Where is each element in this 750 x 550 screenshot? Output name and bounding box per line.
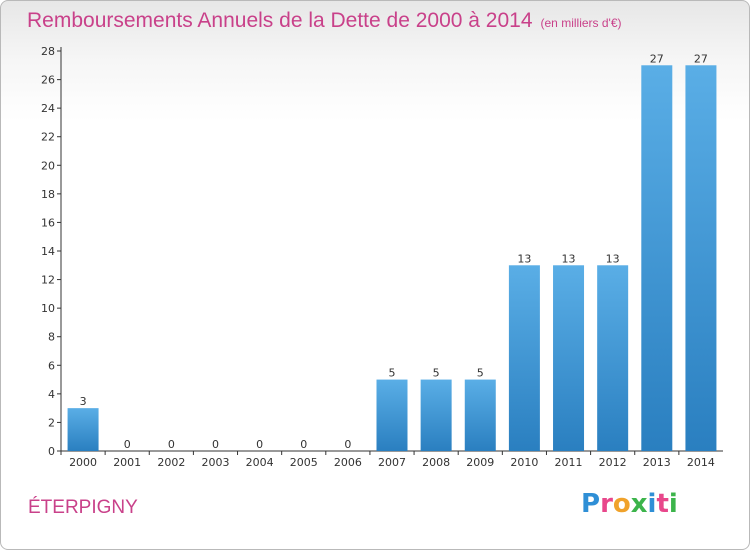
bar (685, 65, 717, 452)
y-tick-label: 28 (41, 45, 55, 58)
bar (420, 379, 452, 451)
logo-letter: P (581, 489, 601, 519)
x-tick-label: 2012 (599, 456, 627, 469)
bar (376, 379, 408, 451)
x-tick-label: 2009 (466, 456, 494, 469)
bar (464, 379, 496, 451)
data-label: 13 (517, 252, 531, 265)
y-tick-label: 10 (41, 302, 55, 315)
x-tick-label: 2008 (422, 456, 450, 469)
x-tick-label: 2003 (201, 456, 229, 469)
bar (508, 265, 540, 451)
y-tick-label: 22 (41, 131, 55, 144)
data-label: 0 (212, 438, 219, 451)
logo-letter: i (647, 489, 657, 519)
bar (597, 265, 629, 451)
x-tick-label: 2011 (555, 456, 583, 469)
data-label: 3 (80, 395, 87, 408)
data-label: 0 (168, 438, 175, 451)
y-tick-label: 6 (48, 359, 55, 372)
logo-letter: i (668, 489, 678, 519)
data-label: 27 (694, 52, 708, 65)
chart-title: Remboursements Annuels de la Dette de 20… (27, 9, 622, 33)
data-label: 0 (256, 438, 263, 451)
x-tick-label: 2001 (113, 456, 141, 469)
y-tick-label: 8 (48, 331, 55, 344)
x-tick-label: 2000 (69, 456, 97, 469)
logo-letter: x (630, 489, 648, 519)
chart-bars (67, 65, 717, 452)
y-tick-label: 16 (41, 216, 55, 229)
data-label: 5 (389, 367, 396, 380)
x-tick-label: 2002 (157, 456, 185, 469)
y-tick-label: 12 (41, 274, 55, 287)
x-tick-label: 2010 (510, 456, 538, 469)
data-label: 0 (344, 438, 351, 451)
data-label: 13 (606, 252, 620, 265)
y-tick-label: 2 (48, 416, 55, 429)
logo-letter: r (600, 489, 613, 519)
y-tick-label: 4 (48, 388, 55, 401)
data-label: 5 (477, 367, 484, 380)
data-label: 13 (562, 252, 576, 265)
logo-letter: o (612, 489, 631, 519)
x-tick-label: 2004 (246, 456, 274, 469)
bar (67, 408, 99, 451)
bar (553, 265, 585, 451)
bar (641, 65, 673, 452)
y-tick-label: 20 (41, 159, 55, 172)
data-label: 0 (124, 438, 131, 451)
x-tick-label: 2007 (378, 456, 406, 469)
chart-title-text: Remboursements Annuels de la Dette de 20… (27, 9, 533, 32)
x-tick-label: 2005 (290, 456, 318, 469)
y-tick-label: 14 (41, 245, 55, 258)
commune-name: ÉTERPIGNY (28, 497, 138, 518)
y-tick-label: 24 (41, 102, 55, 115)
chart-data-labels: 3 0 0 0 0 0 0 5 5 5 13 13 13 27 27 (80, 52, 708, 451)
y-tick-label: 0 (48, 445, 55, 458)
logo-letter: t (656, 489, 669, 519)
data-label: 27 (650, 52, 664, 65)
x-tick-label: 2006 (334, 456, 362, 469)
x-tick-label: 2013 (643, 456, 671, 469)
data-label: 5 (433, 367, 440, 380)
proxiti-logo: Proxiti (581, 489, 678, 519)
x-tick-label: 2014 (687, 456, 715, 469)
data-label: 0 (300, 438, 307, 451)
y-tick-label: 26 (41, 74, 55, 87)
chart-unit-label: (en milliers d'€) (540, 16, 622, 30)
y-tick-label: 18 (41, 188, 55, 201)
